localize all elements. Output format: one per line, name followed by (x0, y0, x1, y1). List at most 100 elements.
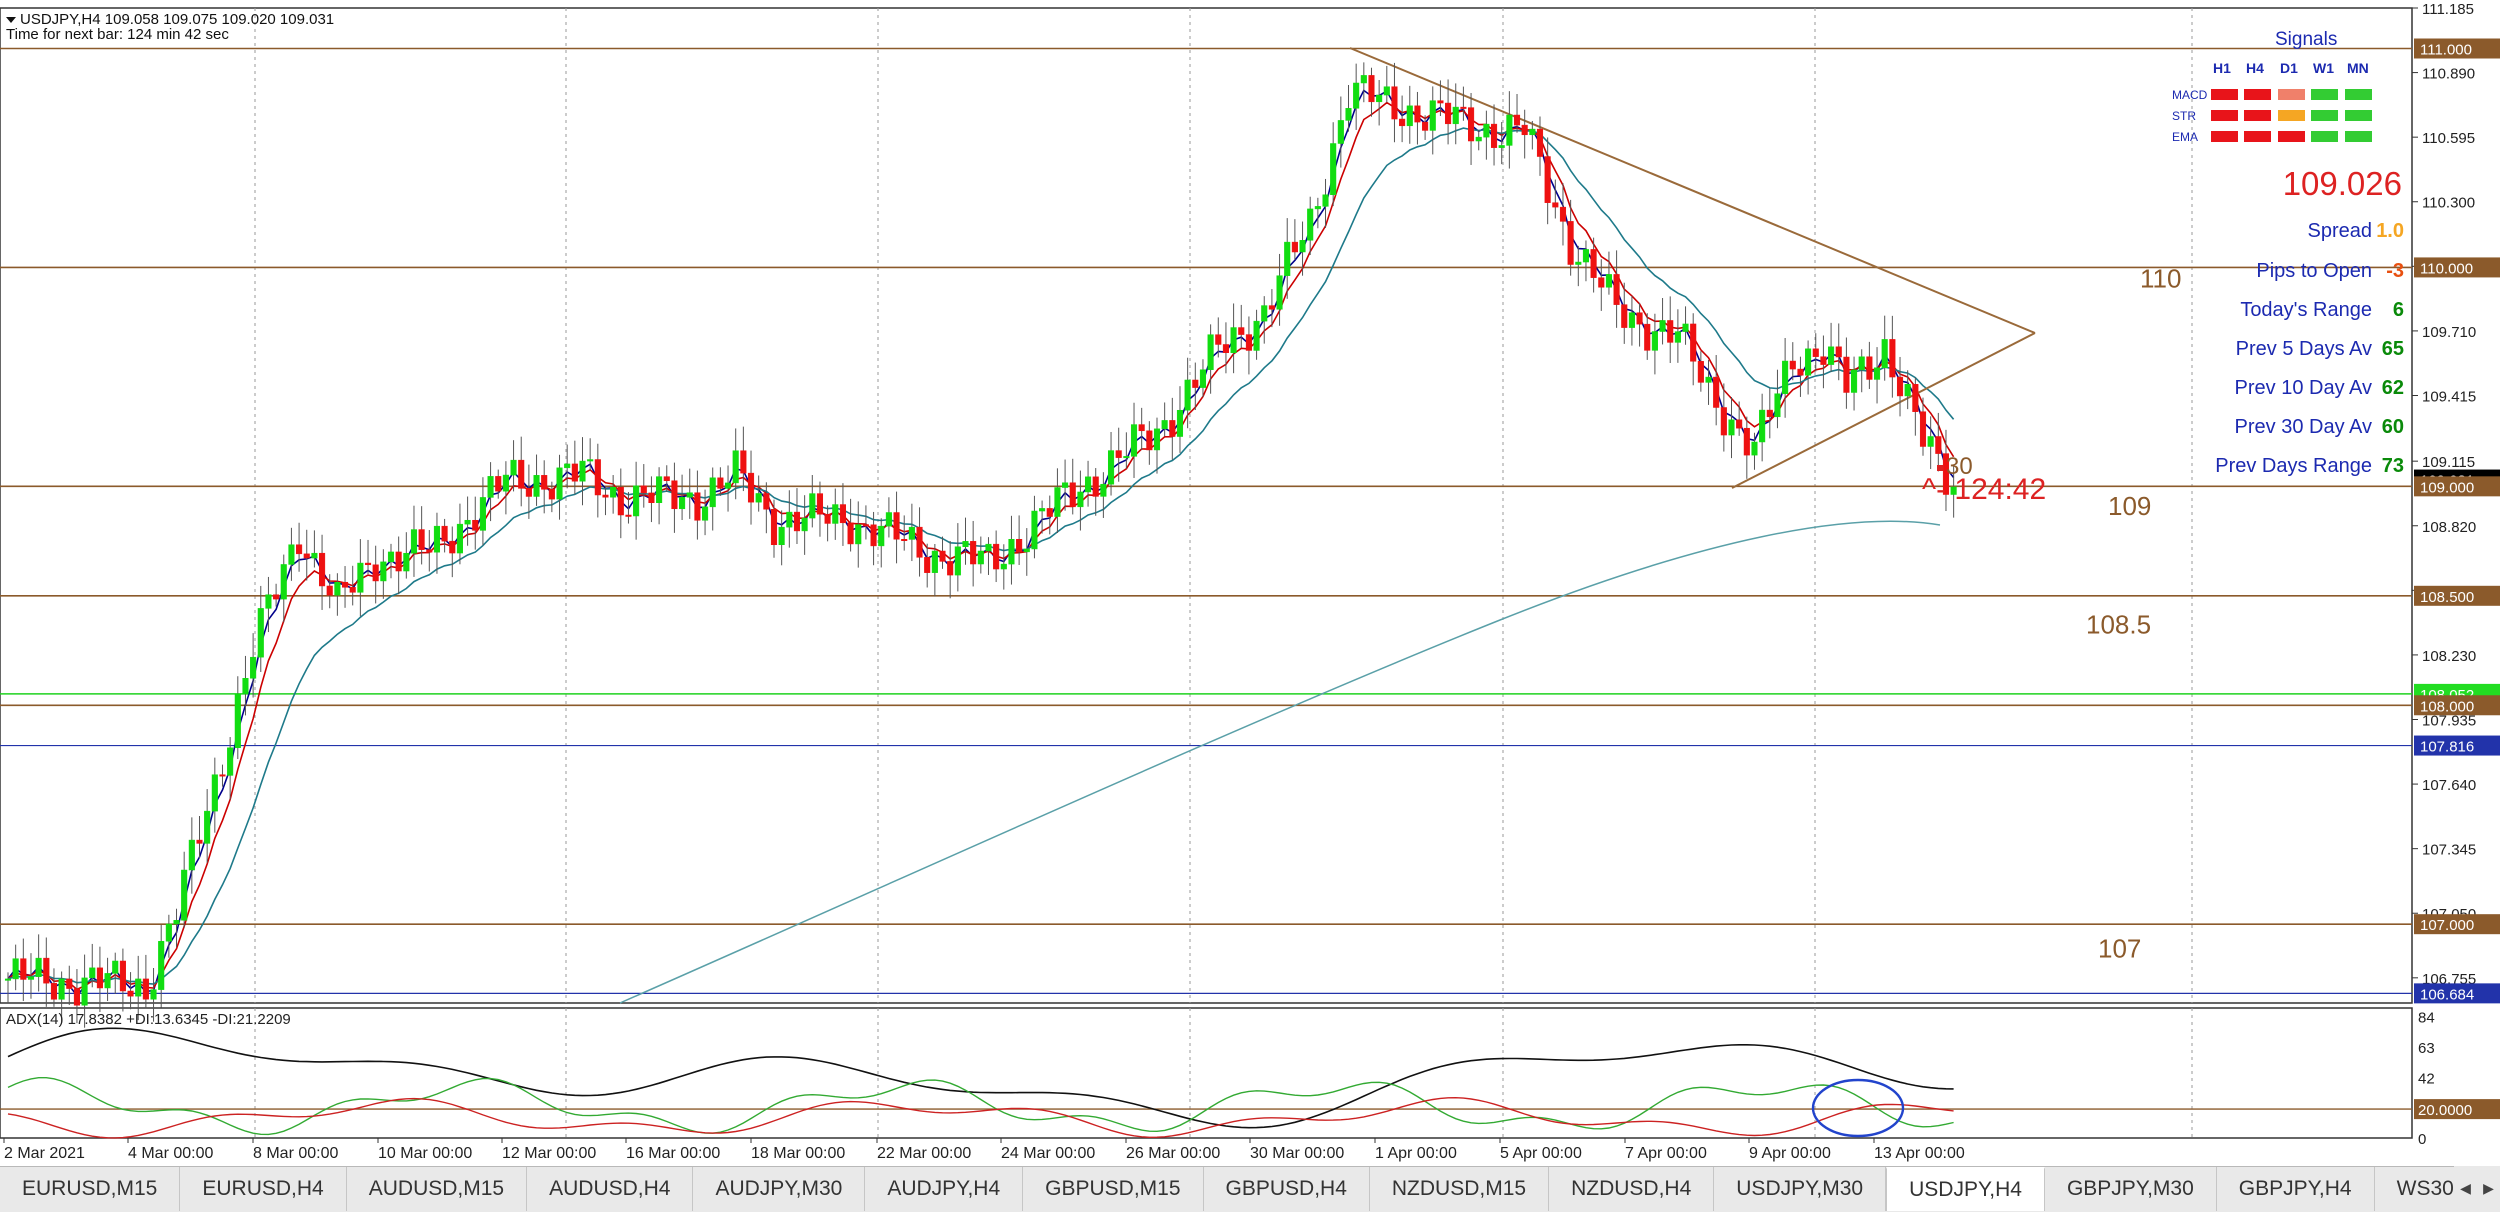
candle-body (227, 747, 234, 776)
signal-column-header: W1 (2313, 60, 2334, 76)
candlestick (1513, 93, 1521, 133)
candlestick (1820, 335, 1827, 389)
adx-level-marker (2414, 1099, 2500, 1120)
candle-body (1820, 356, 1827, 365)
chart-tab[interactable]: NZDUSD,H4 (1549, 1167, 1715, 1211)
candle-body (1828, 346, 1835, 365)
candle-body (1314, 206, 1321, 210)
candle-body (1031, 510, 1038, 550)
candlestick (1414, 91, 1421, 145)
candlestick (1222, 322, 1229, 374)
candle-body (1422, 121, 1429, 131)
candlestick (280, 554, 287, 623)
candlestick (809, 474, 816, 528)
chart-tab[interactable]: NZDUSD,M15 (1369, 1167, 1550, 1211)
candle-body (449, 540, 456, 554)
candlestick (127, 972, 134, 1010)
adx-frame (0, 1007, 2413, 1139)
candlestick (816, 481, 824, 537)
candlestick (479, 477, 486, 546)
candle-body (1843, 356, 1850, 393)
candle-body (770, 508, 778, 546)
chart-tab[interactable]: USDJPY,H4 (1886, 1167, 2045, 1211)
chart-tab[interactable]: GBPJPY,H4 (2216, 1167, 2375, 1211)
level-label: 107 (2098, 933, 2141, 963)
chart-tab[interactable]: USDJPY,M30 (1714, 1167, 1887, 1211)
chart-tab[interactable]: GBPJPY,M30 (2044, 1167, 2217, 1211)
candle-body (587, 459, 594, 462)
candlestick (1690, 313, 1697, 386)
scroll-right-icon[interactable]: ▶ (2483, 1180, 2494, 1197)
candlestick (755, 475, 762, 512)
price-marker-label: 111.000 (2420, 42, 2472, 59)
candle-body (1008, 538, 1015, 565)
candle-body (1705, 376, 1712, 383)
chart-tab[interactable]: AUDUSD,H4 (527, 1167, 694, 1211)
candle-body (855, 524, 862, 545)
candle-body (1460, 106, 1467, 109)
candlestick (931, 544, 938, 597)
candle-body (1896, 376, 1904, 397)
candle-body (1337, 120, 1344, 144)
chart-tab[interactable]: EURUSD,H4 (180, 1167, 347, 1211)
scroll-left-icon[interactable]: ◀ (2460, 1180, 2471, 1197)
candle-body (1483, 123, 1490, 138)
candle-body (1307, 208, 1314, 241)
candle-body (12, 958, 19, 980)
candle-body (1873, 367, 1881, 380)
signals-title: Signals (2275, 29, 2337, 50)
candle-body (4, 978, 12, 981)
candle-body (679, 497, 686, 510)
candle-body (1107, 450, 1115, 485)
candle-body (1452, 106, 1459, 125)
candle-body (464, 519, 471, 525)
candle-body (1690, 323, 1697, 362)
price-tick-label: 110.595 (2422, 130, 2475, 147)
candlestick (1621, 282, 1628, 344)
price-marker (2414, 735, 2500, 756)
candlestick (1713, 355, 1720, 426)
chart-tab[interactable]: AUDJPY,H4 (865, 1167, 1024, 1211)
candlestick (594, 443, 601, 518)
candle-body (50, 982, 58, 1000)
candlestick (525, 464, 532, 519)
chart-tab[interactable]: GBPUSD,H4 (1203, 1167, 1370, 1211)
chart-tab[interactable]: AUDJPY,M30 (693, 1167, 866, 1211)
candle-body (1858, 356, 1865, 371)
candle-body (104, 973, 111, 989)
price-tick-label: 107.640 (2422, 777, 2476, 794)
candlestick (541, 460, 548, 514)
chart-tab[interactable]: EURUSD,M15 (0, 1167, 181, 1211)
time-tick-label: 8 Mar 00:00 (253, 1145, 338, 1162)
signal-row-label: EMA (2172, 130, 2198, 144)
candlestick (1705, 360, 1712, 405)
candlestick (250, 633, 257, 698)
candle-body (993, 543, 1000, 570)
minus-di-line (7, 1096, 1954, 1139)
candlestick (970, 520, 977, 587)
chart-tab[interactable]: GBPUSD,M15 (1023, 1167, 1204, 1211)
price-marker-label: 106.684 (2420, 986, 2474, 1003)
candle-body (1835, 346, 1842, 358)
candle-body (20, 958, 27, 980)
candlestick (1008, 515, 1015, 585)
candle-body (27, 976, 35, 980)
stat-value: 60 (2382, 416, 2404, 438)
candlestick (1751, 432, 1758, 470)
candle-body (525, 488, 532, 497)
candle-body (908, 526, 915, 540)
candlestick (311, 530, 318, 568)
candlestick (1659, 298, 1666, 345)
last-price-dot (1937, 465, 1943, 471)
candlestick (1199, 359, 1207, 398)
candlestick (1238, 304, 1245, 348)
candle-body (410, 529, 418, 554)
stat-label: Today's Range (2240, 299, 2372, 321)
candlestick (1567, 199, 1574, 276)
chart-tab[interactable]: AUDUSD,M15 (346, 1167, 528, 1211)
time-tick-label: 18 Mar 00:00 (751, 1145, 845, 1162)
candle-body (763, 493, 770, 510)
level-label: 109 (2108, 491, 2151, 521)
candlestick (20, 938, 27, 1002)
